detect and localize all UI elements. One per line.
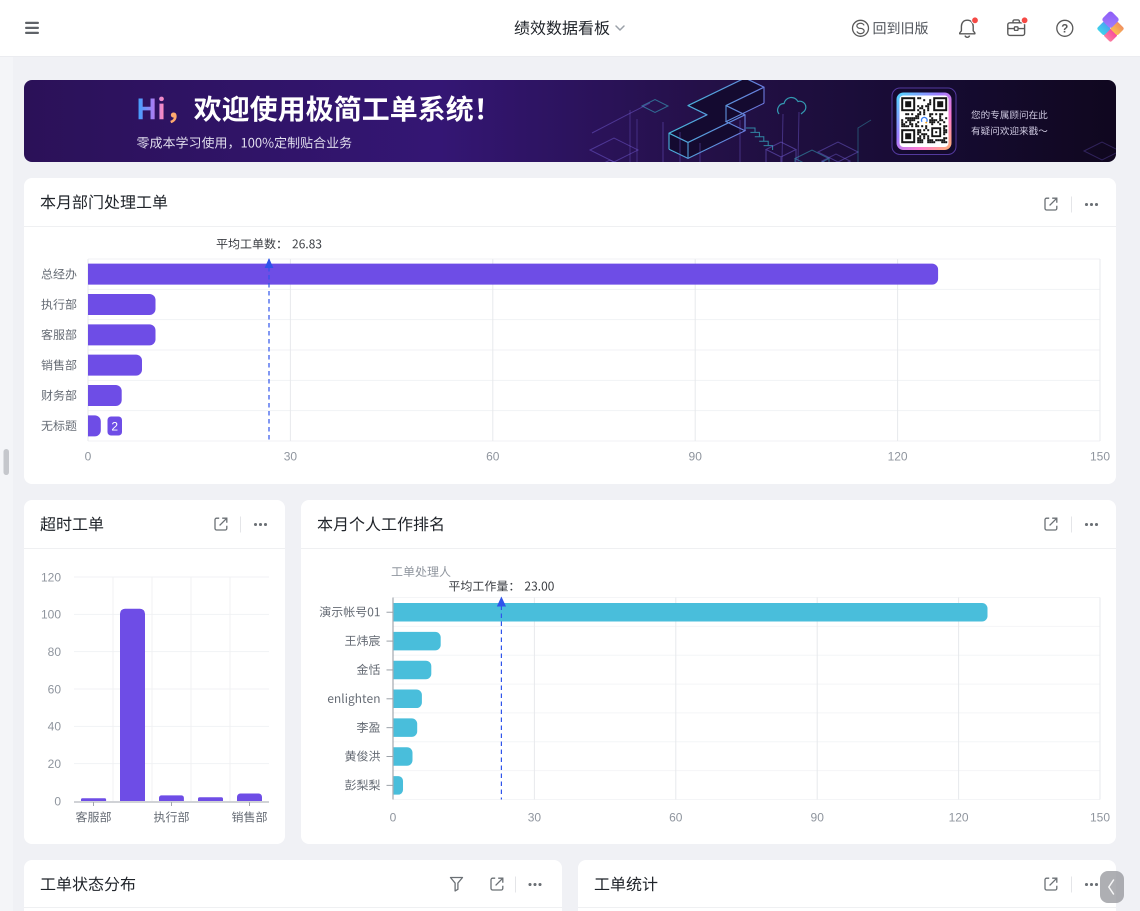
svg-text:90: 90 (811, 810, 825, 824)
svg-text:80: 80 (48, 645, 62, 659)
svg-text:120: 120 (41, 570, 61, 584)
svg-text:30: 30 (528, 810, 542, 824)
svg-text:2: 2 (111, 420, 118, 434)
svg-text:60: 60 (48, 682, 62, 696)
svg-text:100: 100 (41, 608, 61, 622)
svg-text:0: 0 (85, 449, 92, 463)
svg-text:150: 150 (1090, 449, 1110, 463)
svg-text:120: 120 (888, 449, 908, 463)
svg-text:90: 90 (689, 449, 703, 463)
svg-text:20: 20 (48, 757, 62, 771)
svg-text:60: 60 (669, 810, 683, 824)
svg-text:0: 0 (54, 794, 61, 808)
svg-text:60: 60 (486, 449, 500, 463)
svg-text:?: ? (1061, 24, 1068, 36)
svg-text:30: 30 (284, 449, 298, 463)
svg-text:0: 0 (390, 810, 397, 824)
svg-text:150: 150 (1090, 810, 1110, 824)
svg-text:40: 40 (48, 720, 62, 734)
svg-text:120: 120 (949, 810, 969, 824)
